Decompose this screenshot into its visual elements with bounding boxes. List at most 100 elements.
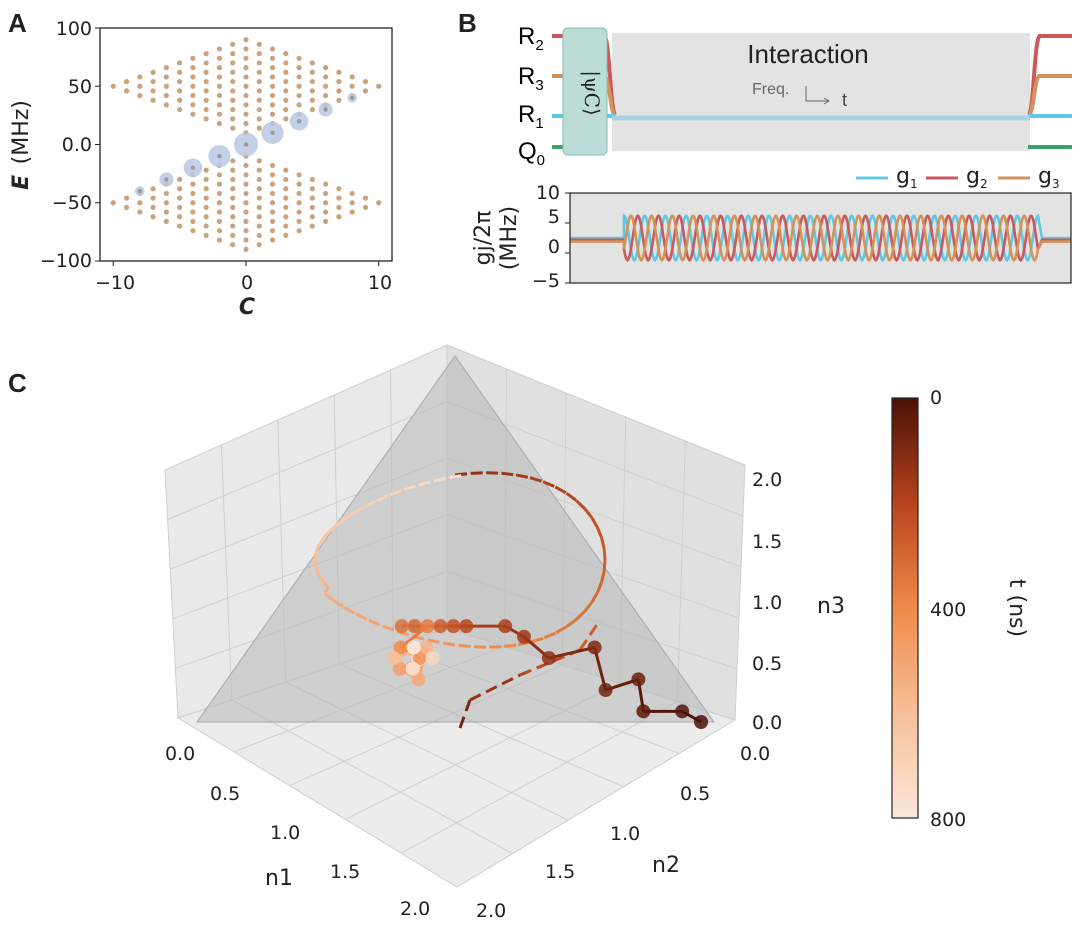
- theory-curve: [515, 473, 531, 480]
- level-dot: [283, 204, 289, 211]
- theory-curve: [578, 619, 602, 651]
- level-dot: [283, 106, 289, 113]
- level-dot: [256, 60, 262, 66]
- level-dot: [296, 228, 302, 234]
- measured-point: [587, 640, 602, 655]
- level-dot: [203, 195, 209, 201]
- a-xtick: 10: [368, 272, 392, 294]
- level-dot: [336, 78, 342, 85]
- level-dot: [177, 69, 183, 75]
- svg-text:E (MHz): E (MHz): [9, 100, 34, 190]
- level-dot: [269, 111, 276, 117]
- level-dot: [230, 97, 236, 103]
- level-dot: [309, 195, 315, 201]
- theory-curve: [469, 673, 521, 702]
- level-dot: [203, 176, 209, 183]
- level-dot: [283, 214, 289, 220]
- measured-point: [420, 619, 435, 634]
- level-dot: [296, 209, 302, 215]
- level-dot: [190, 92, 196, 99]
- level-dot: [243, 74, 249, 80]
- level-dot: [323, 92, 329, 99]
- theory-curve: [600, 570, 606, 583]
- level-dot: [296, 181, 302, 187]
- level-dot: [150, 97, 156, 103]
- theory-curve: [314, 566, 320, 575]
- n1-tick: 0.5: [210, 783, 240, 805]
- level-dot: [283, 176, 289, 183]
- level-dot: [283, 232, 289, 238]
- a-xtick: 0: [241, 272, 253, 294]
- theory-curve: [342, 511, 355, 521]
- theory-curve: [316, 572, 324, 582]
- theory-curve: [501, 471, 517, 477]
- theory-curve: [403, 483, 420, 492]
- interaction-label: Interaction: [747, 39, 868, 69]
- theory-curve: [583, 601, 594, 613]
- level-dot: [230, 88, 236, 94]
- level-dot: [336, 195, 342, 201]
- a-ytick: 50: [68, 76, 92, 98]
- level-dot: [309, 60, 315, 66]
- b-ytick: 5: [548, 206, 560, 228]
- a-ylabel-unit: (MHz): [9, 100, 34, 164]
- n1-ticks: 0.0 0.5 1.0 1.5 2.0: [165, 743, 430, 920]
- level-dot: [243, 246, 249, 252]
- level-dot: [283, 186, 289, 192]
- level-dot: [256, 69, 262, 75]
- level-dot: [362, 88, 369, 94]
- level-dot: [243, 102, 249, 108]
- level-dot: [203, 51, 209, 57]
- level-dot: [376, 83, 382, 89]
- state-center: [217, 153, 222, 159]
- level-dot: [203, 106, 209, 113]
- measured-point: [631, 672, 646, 687]
- level-dot: [309, 223, 315, 229]
- level-dot: [230, 116, 236, 122]
- level-dot: [323, 65, 329, 71]
- theory-curve: [554, 485, 568, 495]
- coupling-line-g3: [570, 214, 1071, 262]
- theory-curve: [454, 643, 471, 649]
- level-dot: [243, 190, 249, 197]
- trajectory: [313, 471, 709, 729]
- level-dot: [123, 88, 130, 94]
- panel-b-diagram: |ψC⟩ Interaction Freq. t R2 R3 R1 Q0: [518, 23, 1072, 169]
- level-dot: [243, 83, 249, 89]
- theory-curve: [334, 518, 345, 528]
- level-dot: [256, 158, 262, 164]
- level-dot: [230, 60, 236, 66]
- state-center: [270, 130, 275, 136]
- theory-curve: [529, 636, 544, 644]
- level-dot: [177, 214, 183, 220]
- level-dot: [243, 120, 249, 127]
- grid-line: [220, 444, 233, 701]
- theory-curve: [323, 586, 330, 595]
- level-dot: [256, 223, 262, 229]
- level-dot: [283, 223, 289, 229]
- theory-curve: [449, 473, 466, 480]
- level-dot: [243, 218, 249, 224]
- level-dot: [243, 209, 249, 215]
- level-dot: [283, 116, 289, 122]
- theory-curve: [583, 507, 594, 519]
- level-dot: [203, 204, 209, 211]
- level-dot: [190, 190, 196, 197]
- level-dot: [203, 97, 209, 103]
- level-dot: [269, 218, 276, 224]
- freq-time-arrow: [805, 86, 828, 102]
- level-dot: [190, 65, 196, 71]
- theory-curve: [314, 545, 320, 554]
- measured-point: [406, 640, 421, 655]
- measured-point: [636, 704, 651, 719]
- level-dot: [177, 78, 183, 85]
- theory-curve: [316, 538, 324, 548]
- level-dot: [190, 218, 196, 224]
- level-dot: [283, 195, 289, 201]
- panel-c-3d-chart: 2.0 1.5 1.0 0.5 0.0 n3 0.0 0.5 1.0 1.5 2…: [164, 344, 845, 922]
- a-ytick: −100: [40, 250, 92, 272]
- level-dot: [177, 88, 183, 94]
- level-dot: [190, 111, 196, 117]
- level-dot: [336, 186, 342, 192]
- level-dot: [190, 228, 196, 234]
